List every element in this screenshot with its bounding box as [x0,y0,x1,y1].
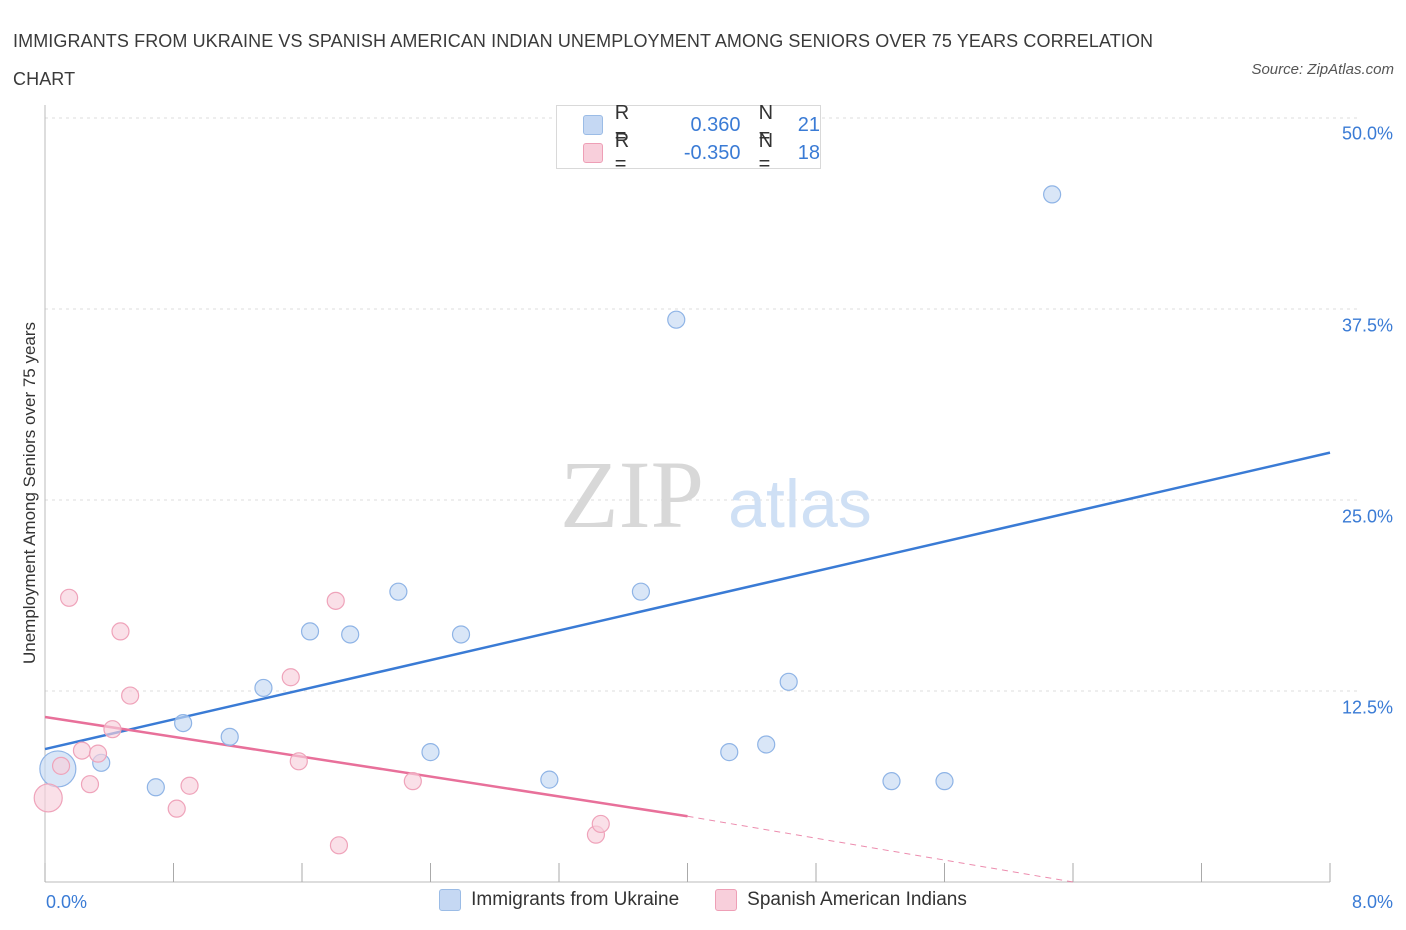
data-point [59,588,79,607]
data-point [389,582,408,601]
data-point [421,743,440,762]
n-label: N = [758,102,774,147]
x-tick-label-min: 0.0% [46,892,88,912]
data-point [1043,185,1062,204]
legend-item-ukraine[interactable]: Immigrants from Ukraine [439,889,679,911]
data-point [757,735,776,754]
n-value: 21 [797,113,820,136]
data-point [779,672,798,691]
legend-row-spanish-american-indians: R = -0.350 N = 18 [583,130,820,175]
watermark-zip: ZIP [560,441,704,548]
data-point [174,713,193,733]
data-point [720,743,739,762]
watermark: ZIP atlas [560,441,872,548]
r-value: 0.360 [690,113,741,136]
data-point [667,310,686,329]
data-point [180,776,199,795]
data-point [300,622,320,641]
legend-item-spanish-american-indians[interactable]: Spanish American Indians [715,889,967,911]
data-point [220,727,239,746]
data-point [935,772,954,791]
trend-line-extension [687,815,1074,883]
series-legend: Immigrants from Ukraine Spanish American… [0,889,1406,911]
data-point [111,622,130,641]
data-point [281,668,300,687]
legend-label: Spanish American Indians [747,889,967,910]
trend-line [44,451,1331,751]
x-tick-label-max: 8.0% [1351,892,1393,912]
chart-title: IMMIGRANTS FROM UKRAINE VS SPANISH AMERI… [13,31,1154,89]
data-point [329,836,349,855]
stats-legend: R = 0.360 N = 21 R = -0.350 N = 18 [556,102,821,175]
r-label: R = [614,130,630,175]
data-point [451,625,471,644]
data-point [33,783,63,813]
data-point [72,741,92,760]
data-point [103,720,122,739]
data-point [341,625,360,644]
data-point [326,591,345,610]
data-point [80,775,100,794]
source-note: Source: ZipAtlas.com [1251,61,1394,78]
data-point [631,582,651,601]
trend-line [44,715,688,818]
data-point [882,772,901,791]
n-value: 18 [797,141,820,164]
blue-swatch-icon [439,889,462,911]
r-label: R = [614,102,630,147]
r-value: -0.350 [683,141,741,164]
y-tick-label: 50.0% [1341,123,1393,144]
y-tick-label: 12.5% [1341,697,1393,718]
legend-row-ukraine: R = 0.360 N = 21 [583,102,820,147]
pink-swatch-icon [715,889,738,911]
y-axis-label: Unemployment Among Seniors over 75 years [20,321,39,665]
y-tick-label: 37.5% [1341,315,1393,336]
legend-label: Immigrants from Ukraine [471,889,680,910]
data-point [88,744,108,763]
data-point [403,772,422,791]
pink-swatch-icon [583,143,603,163]
data-point [289,752,308,771]
watermark-atlas: atlas [728,466,872,542]
data-point [167,799,186,818]
data-point [540,770,559,789]
data-point [146,778,165,797]
data-point [254,678,273,698]
n-label: N = [758,130,774,175]
data-point [121,686,140,705]
data-point [51,756,71,775]
data-point [591,814,610,834]
y-tick-label: 25.0% [1341,506,1393,527]
blue-swatch-icon [583,115,603,135]
